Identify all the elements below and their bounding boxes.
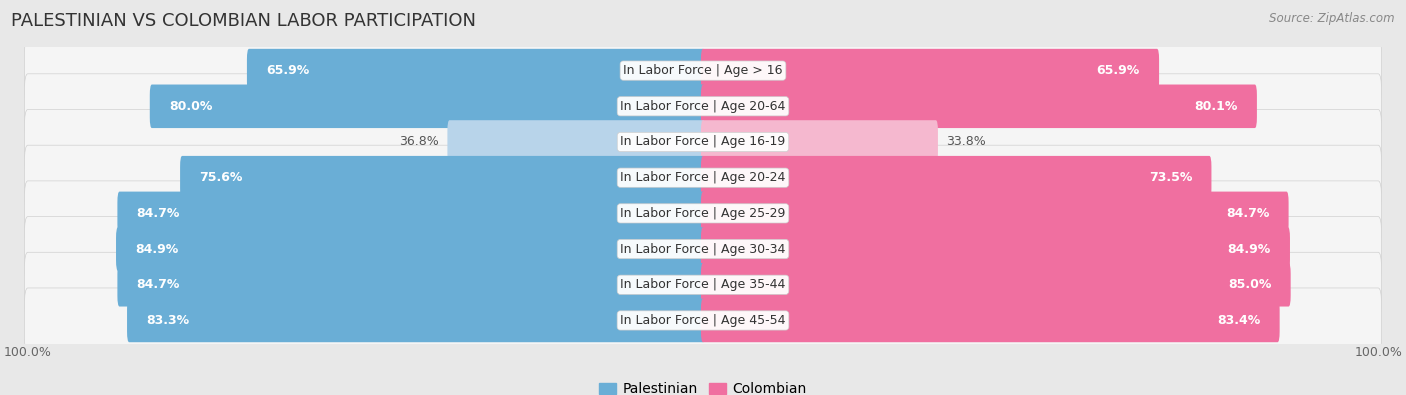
Text: In Labor Force | Age 35-44: In Labor Force | Age 35-44	[620, 278, 786, 291]
Text: 65.9%: 65.9%	[1097, 64, 1140, 77]
Text: 65.9%: 65.9%	[266, 64, 309, 77]
Text: 83.3%: 83.3%	[146, 314, 190, 327]
FancyBboxPatch shape	[702, 85, 1257, 128]
FancyBboxPatch shape	[24, 252, 1382, 317]
FancyBboxPatch shape	[702, 156, 1212, 199]
Text: In Labor Force | Age 25-29: In Labor Force | Age 25-29	[620, 207, 786, 220]
FancyBboxPatch shape	[702, 227, 1289, 271]
Text: PALESTINIAN VS COLOMBIAN LABOR PARTICIPATION: PALESTINIAN VS COLOMBIAN LABOR PARTICIPA…	[11, 12, 477, 30]
Text: In Labor Force | Age 20-24: In Labor Force | Age 20-24	[620, 171, 786, 184]
FancyBboxPatch shape	[24, 74, 1382, 139]
Text: 85.0%: 85.0%	[1227, 278, 1271, 291]
FancyBboxPatch shape	[24, 288, 1382, 353]
Text: 83.4%: 83.4%	[1218, 314, 1260, 327]
Text: 36.8%: 36.8%	[399, 135, 439, 149]
FancyBboxPatch shape	[118, 263, 704, 307]
FancyBboxPatch shape	[247, 49, 704, 92]
FancyBboxPatch shape	[702, 263, 1291, 307]
Text: 33.8%: 33.8%	[946, 135, 986, 149]
Text: 84.9%: 84.9%	[1227, 243, 1271, 256]
Text: Source: ZipAtlas.com: Source: ZipAtlas.com	[1270, 12, 1395, 25]
FancyBboxPatch shape	[702, 120, 938, 164]
Text: In Labor Force | Age 16-19: In Labor Force | Age 16-19	[620, 135, 786, 149]
FancyBboxPatch shape	[702, 49, 1159, 92]
Text: 84.7%: 84.7%	[136, 207, 180, 220]
FancyBboxPatch shape	[150, 85, 704, 128]
FancyBboxPatch shape	[180, 156, 704, 199]
FancyBboxPatch shape	[24, 109, 1382, 175]
Text: 80.0%: 80.0%	[169, 100, 212, 113]
Text: 75.6%: 75.6%	[200, 171, 243, 184]
FancyBboxPatch shape	[24, 181, 1382, 246]
FancyBboxPatch shape	[702, 299, 1279, 342]
Text: 84.7%: 84.7%	[1226, 207, 1270, 220]
FancyBboxPatch shape	[447, 120, 704, 164]
Text: In Labor Force | Age 20-64: In Labor Force | Age 20-64	[620, 100, 786, 113]
Text: In Labor Force | Age 45-54: In Labor Force | Age 45-54	[620, 314, 786, 327]
FancyBboxPatch shape	[117, 227, 704, 271]
Text: 84.7%: 84.7%	[136, 278, 180, 291]
Text: 73.5%: 73.5%	[1149, 171, 1192, 184]
Text: In Labor Force | Age 30-34: In Labor Force | Age 30-34	[620, 243, 786, 256]
FancyBboxPatch shape	[24, 145, 1382, 210]
FancyBboxPatch shape	[24, 38, 1382, 103]
Text: 80.1%: 80.1%	[1194, 100, 1237, 113]
FancyBboxPatch shape	[118, 192, 704, 235]
Text: In Labor Force | Age > 16: In Labor Force | Age > 16	[623, 64, 783, 77]
FancyBboxPatch shape	[127, 299, 704, 342]
Text: 84.9%: 84.9%	[135, 243, 179, 256]
Legend: Palestinian, Colombian: Palestinian, Colombian	[593, 377, 813, 395]
FancyBboxPatch shape	[24, 216, 1382, 282]
FancyBboxPatch shape	[702, 192, 1289, 235]
